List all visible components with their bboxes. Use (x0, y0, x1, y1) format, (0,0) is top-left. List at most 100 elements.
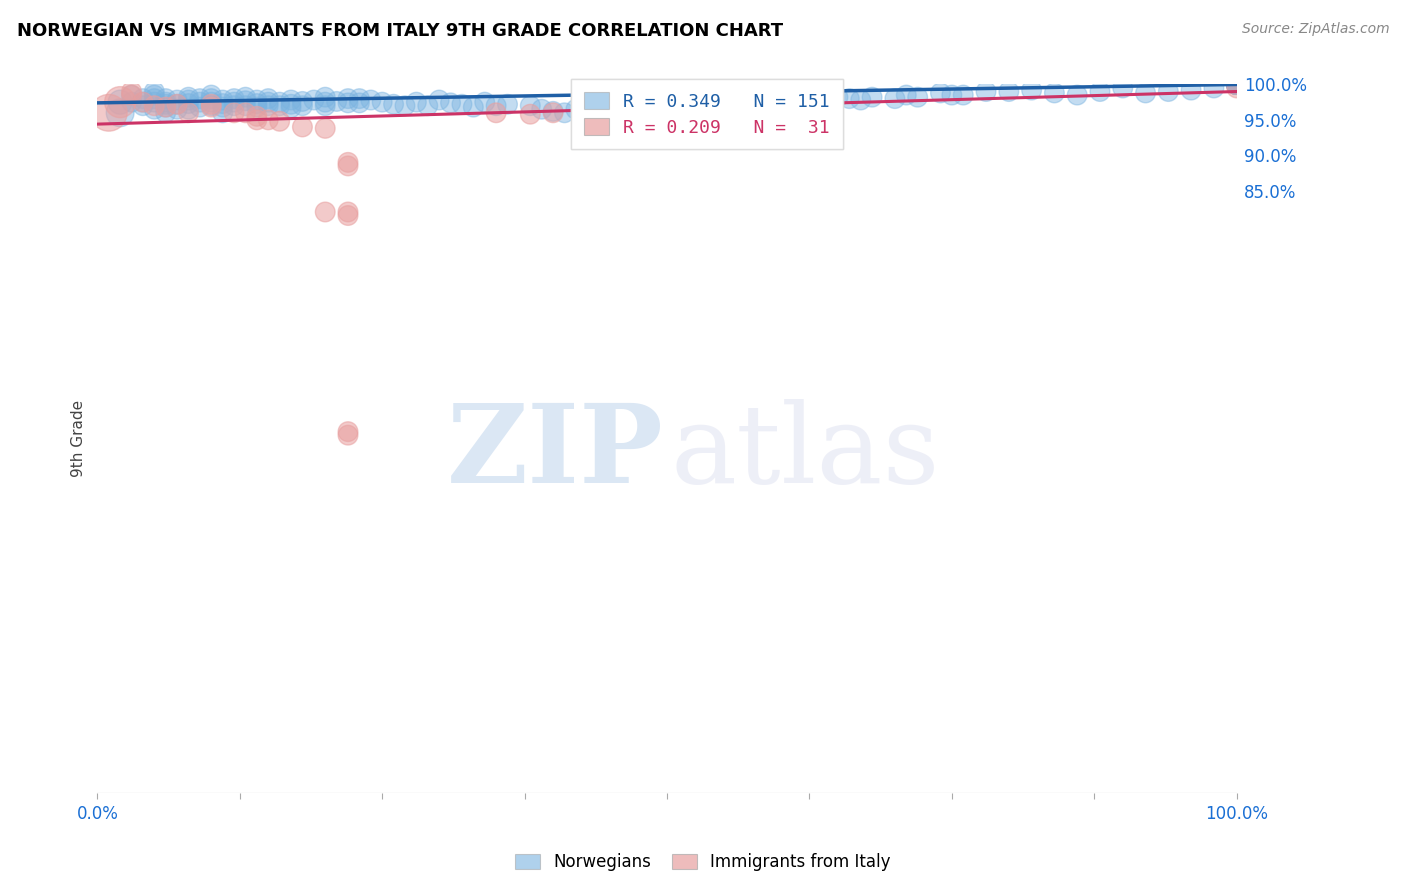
Point (269, 114, 291, 128)
Point (97, 105, 120, 120)
Point (690, 100, 713, 114)
Point (1112, 81, 1135, 95)
Point (1226, 78, 1249, 92)
Point (1226, 78, 1249, 92)
Point (474, 95, 496, 110)
Point (155, 100, 177, 114)
Point (314, 95, 336, 110)
Point (155, 97, 177, 112)
Point (166, 93, 188, 107)
Point (337, 425, 360, 439)
Point (269, 98, 291, 112)
Point (222, 95, 245, 110)
Point (132, 92, 155, 106)
Point (108, 95, 131, 110)
Point (633, 102, 655, 116)
Point (177, 102, 200, 116)
Point (941, 88, 963, 103)
Point (907, 90, 929, 104)
Point (325, 95, 347, 109)
Point (1226, 78, 1249, 92)
Point (188, 95, 211, 110)
Point (121, 95, 143, 110)
Point (758, 100, 780, 114)
Point (1226, 78, 1249, 92)
Point (849, 93, 872, 107)
Point (291, 120, 314, 134)
Point (769, 95, 792, 110)
Point (143, 98, 166, 112)
Point (439, 95, 461, 110)
Point (621, 97, 644, 112)
Point (349, 95, 371, 110)
Point (1226, 78, 1249, 92)
Point (1226, 78, 1249, 92)
Point (1226, 78, 1249, 92)
Point (1157, 85, 1180, 99)
Point (998, 85, 1021, 99)
Point (188, 92, 211, 106)
Point (177, 96, 200, 111)
Point (463, 100, 485, 114)
Point (200, 97, 222, 112)
Point (222, 105, 245, 120)
Point (541, 104, 564, 119)
Point (793, 90, 815, 104)
Point (132, 95, 155, 110)
Point (337, 92, 360, 106)
Point (735, 98, 758, 112)
Point (519, 107, 541, 121)
Point (155, 100, 177, 114)
Point (200, 98, 222, 112)
Point (929, 86, 952, 100)
Point (1180, 83, 1202, 97)
Point (1226, 78, 1249, 92)
Point (143, 95, 166, 110)
Point (1226, 78, 1249, 92)
Point (257, 98, 280, 112)
Point (337, 209, 360, 223)
Point (576, 107, 599, 121)
Point (1226, 78, 1249, 92)
Point (337, 155, 360, 169)
Point (1226, 81, 1249, 95)
Point (553, 105, 575, 120)
Point (200, 95, 222, 110)
Point (655, 93, 678, 107)
Point (132, 95, 155, 110)
Point (1226, 78, 1249, 92)
Point (211, 96, 233, 111)
Point (883, 92, 905, 106)
Point (200, 88, 222, 103)
Point (291, 98, 314, 112)
Y-axis label: 9th Grade: 9th Grade (72, 401, 86, 477)
Point (246, 112, 269, 127)
Point (314, 121, 336, 136)
Point (121, 88, 143, 103)
Point (121, 85, 143, 99)
Point (1226, 78, 1249, 92)
Point (382, 97, 405, 112)
Point (541, 105, 564, 120)
Text: Source: ZipAtlas.com: Source: ZipAtlas.com (1241, 22, 1389, 37)
Point (155, 92, 177, 106)
Legend: Norwegians, Immigrants from Italy: Norwegians, Immigrants from Italy (508, 845, 898, 880)
Point (724, 97, 747, 112)
Point (485, 105, 508, 120)
Point (860, 90, 883, 104)
Point (565, 102, 588, 116)
Point (235, 105, 257, 120)
Point (257, 92, 280, 106)
Point (974, 85, 997, 99)
Point (337, 428, 360, 442)
Point (360, 93, 382, 107)
Point (1226, 78, 1249, 92)
Point (155, 95, 177, 110)
Point (1226, 78, 1249, 92)
Point (599, 95, 621, 110)
Point (451, 97, 474, 112)
Point (1226, 78, 1249, 92)
Point (222, 98, 245, 112)
Point (1226, 78, 1249, 92)
Point (337, 95, 360, 110)
